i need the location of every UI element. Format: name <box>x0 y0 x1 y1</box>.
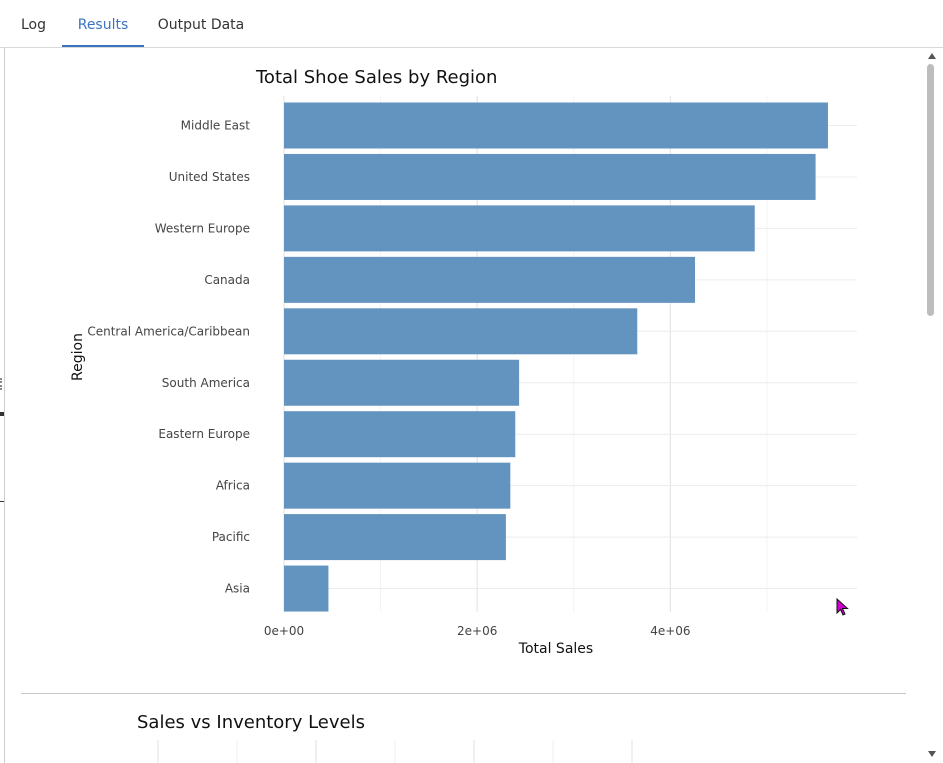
bar-canada <box>284 256 696 303</box>
y-tick-label: Western Europe <box>155 221 250 235</box>
bar-africa <box>284 462 511 509</box>
tab-results[interactable]: Results <box>62 0 144 47</box>
results-content: Middle East United States Western Europe Ca… <box>5 48 923 763</box>
mouse-cursor-icon <box>836 598 849 616</box>
x-tick-label: 0e+00 <box>264 624 304 638</box>
pane-left-border <box>4 47 5 763</box>
bar-south-america <box>284 359 520 406</box>
x-tick-label: 2e+06 <box>457 624 497 638</box>
y-tick-label: Africa <box>216 479 250 493</box>
bar-middle-east <box>284 102 828 149</box>
bar-western-europe <box>284 205 755 252</box>
results-tab-bar: Log Results Output Data <box>0 0 943 48</box>
chart-divider <box>21 693 906 694</box>
y-tick-label: South America <box>162 376 250 390</box>
bar-central-america-caribbean <box>284 308 638 355</box>
x-tick-label: 4e+06 <box>650 624 690 638</box>
chart-title: Total Shoe Sales by Region <box>255 67 497 88</box>
bar-eastern-europe <box>284 411 516 458</box>
pane-edge-mark <box>0 501 4 502</box>
bar-asia <box>284 565 329 612</box>
tab-log[interactable]: Log <box>20 17 46 33</box>
pane-edge-mark <box>0 412 4 416</box>
tab-output-data[interactable]: Output Data <box>157 17 245 33</box>
y-tick-label: Canada <box>204 273 250 287</box>
scroll-down-arrow-icon[interactable] <box>928 751 936 757</box>
y-tick-label: Middle East <box>181 119 251 133</box>
y-tick-label: Asia <box>225 582 250 596</box>
vertical-scrollbar[interactable] <box>923 48 943 763</box>
scroll-up-arrow-icon[interactable] <box>928 53 936 59</box>
sales-vs-inventory-title: Sales vs Inventory Levels <box>137 712 365 733</box>
bar-united-states <box>284 153 816 200</box>
y-tick-label: United States <box>169 170 250 184</box>
sales-vs-inventory-chart <box>157 740 633 763</box>
y-tick-label: Pacific <box>212 530 250 544</box>
scrollbar-thumb[interactable] <box>927 64 934 316</box>
y-axis-label: Region <box>70 333 86 381</box>
sales-by-region-chart: Middle East United States Western Europe Ca… <box>70 67 857 657</box>
y-tick-label: Eastern Europe <box>158 427 250 441</box>
bar-pacific <box>284 514 506 561</box>
y-tick-label: Central America/Caribbean <box>87 324 250 338</box>
x-axis-label: Total Sales <box>518 641 593 657</box>
pane-resize-handle[interactable] <box>0 378 6 390</box>
